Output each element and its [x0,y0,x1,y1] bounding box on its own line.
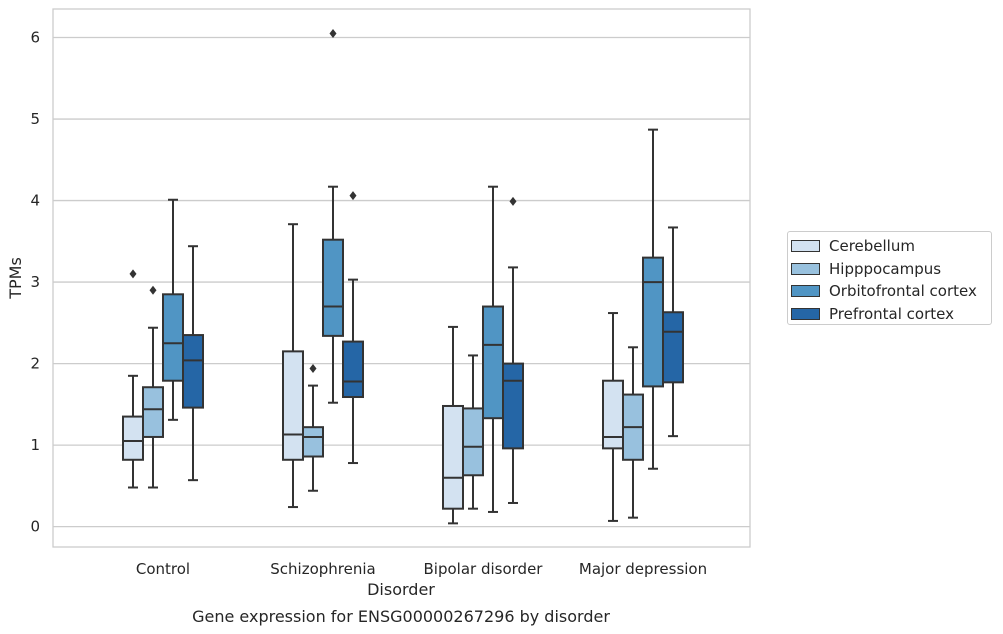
iqr-box [482,305,504,420]
outlier-point [349,191,357,201]
iqr-box [442,404,464,510]
legend-label: Hipppocampus [829,259,942,278]
iqr-box [182,334,204,409]
iqr-box [462,407,484,477]
outlier-point [309,363,317,373]
iqr-box [662,311,684,384]
iqr-box [342,340,364,399]
box-orbitofrontal-cortex [322,28,344,404]
y-tick-label: 6 [30,29,40,47]
outlier-point [329,28,337,38]
plot-frame [52,8,751,548]
legend-item: Prefrontal cortex [791,303,991,326]
box-cerebellum [282,223,304,509]
iqr-box [142,386,164,438]
legend-swatch [791,285,820,298]
x-tick-label: Control [136,560,190,578]
iqr-box [602,379,624,450]
legend-swatch [791,262,820,275]
box-hipppocampus [302,363,324,492]
boxes [122,28,684,525]
box-hipppocampus [142,285,164,489]
box-hipppocampus [462,354,484,510]
iqr-box [162,293,184,382]
legend: Cerebellum Hipppocampus Orbitofrontal cort… [787,231,992,325]
y-axis-title: TPMs [6,257,25,300]
box-orbitofrontal-cortex [162,198,184,421]
x-tick-label: Bipolar disorder [424,560,544,578]
iqr-box [642,256,664,388]
y-tick-label: 4 [30,192,40,210]
y-tick-label: 3 [30,273,40,291]
x-axis-title: Disorder [367,580,435,599]
legend-label: Cerebellum [829,237,915,256]
box-orbitofrontal-cortex [482,185,504,513]
legend-label: Prefrontal cortex [829,304,954,323]
outlier-point [129,269,137,279]
box-cerebellum [122,269,144,489]
outlier-point [149,285,157,295]
iqr-box [322,238,344,337]
y-tick-label: 5 [30,110,40,128]
legend-swatch [791,307,820,320]
x-tick-label: Major depression [579,560,707,578]
iqr-box [282,350,304,461]
box-cerebellum [602,312,624,522]
y-tick-label: 2 [30,355,40,373]
iqr-box [502,362,524,450]
legend-item: Cerebellum [791,235,991,258]
box-hipppocampus [622,346,644,519]
chart-caption: Gene expression for ENSG00000267296 by d… [192,607,610,626]
iqr-box [302,426,324,458]
x-tick-labels: Control Schizophrenia Bipolar disorder Majo… [136,560,707,578]
box-prefrontal-cortex [662,226,684,438]
y-tick-label: 1 [30,436,40,454]
iqr-box [122,415,144,461]
legend-label: Orbitofrontal cortex [829,282,977,301]
legend-swatch [791,240,820,253]
box-prefrontal-cortex [342,191,364,465]
box-cerebellum [442,325,464,525]
y-tick-labels: 0 1 2 3 4 5 6 [30,29,40,536]
y-tick-label: 0 [30,518,40,536]
x-tick-label: Schizophrenia [270,560,375,578]
legend-item: Orbitofrontal cortex [791,280,991,303]
outlier-point [509,196,517,206]
box-orbitofrontal-cortex [642,128,664,470]
box-prefrontal-cortex [502,196,524,504]
legend-item: Hipppocampus [791,258,991,281]
box-prefrontal-cortex [182,245,204,482]
